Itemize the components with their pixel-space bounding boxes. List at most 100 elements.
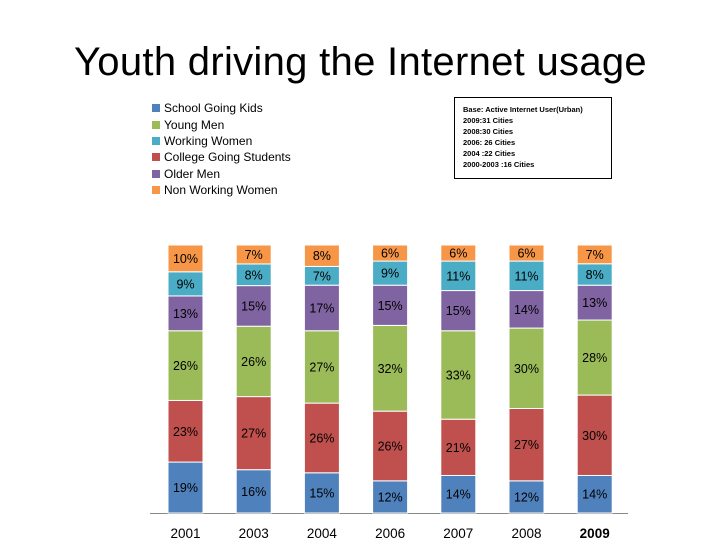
data-label: 6% xyxy=(449,247,467,261)
data-label: 21% xyxy=(446,441,471,455)
x-tick-label: 2009 xyxy=(580,526,610,541)
data-label: 12% xyxy=(514,490,539,504)
base-note-line: 2008:30 Cities xyxy=(463,127,514,136)
bar-segment xyxy=(372,244,409,262)
bar-segment xyxy=(167,399,204,463)
legend-item: Young Men xyxy=(152,116,291,132)
bar-segment xyxy=(508,327,545,409)
bar-segment xyxy=(440,474,477,514)
data-label: 26% xyxy=(173,359,198,373)
data-label: 27% xyxy=(241,427,266,441)
legend-item: College Going Students xyxy=(152,149,291,165)
legend-swatch xyxy=(152,104,160,113)
legend-item: School Going Kids xyxy=(152,100,291,116)
bar-segment xyxy=(440,418,477,476)
legend-swatch xyxy=(152,153,160,162)
legend-item: Non Working Women xyxy=(152,182,291,198)
bar-segment xyxy=(576,284,613,321)
data-label: 13% xyxy=(173,307,198,321)
legend-label: College Going Students xyxy=(164,150,291,165)
base-note-line: Base: Active Internet User(Urban) xyxy=(463,105,583,114)
x-tick-label: 2004 xyxy=(307,526,338,541)
data-label: 14% xyxy=(514,303,539,317)
data-label: 23% xyxy=(173,425,198,439)
legend-item: Older Men xyxy=(152,166,291,182)
data-label: 8% xyxy=(586,268,604,282)
data-label: 12% xyxy=(378,490,403,504)
data-label: 16% xyxy=(241,485,266,499)
data-label: 14% xyxy=(582,488,607,502)
data-label: 17% xyxy=(309,301,334,315)
base-note-line: 2004 :22 Cities xyxy=(463,149,516,158)
legend-swatch xyxy=(152,186,160,195)
bar-segment xyxy=(235,469,272,514)
data-label: 15% xyxy=(378,299,403,313)
bar-segment xyxy=(303,284,340,332)
data-label: 32% xyxy=(378,362,403,376)
data-label: 26% xyxy=(378,440,403,454)
data-label: 11% xyxy=(446,269,470,283)
bar-segment xyxy=(167,244,204,273)
slide-title: Youth driving the Internet usage xyxy=(74,40,647,84)
x-tick-label: 2007 xyxy=(443,526,473,541)
data-label: 10% xyxy=(173,252,198,266)
bar-segment xyxy=(167,330,204,401)
data-label: 30% xyxy=(514,362,539,376)
data-label: 15% xyxy=(446,304,471,318)
legend-swatch xyxy=(152,136,160,145)
data-label: 15% xyxy=(241,299,266,313)
data-label: 8% xyxy=(245,268,263,282)
bar-segment xyxy=(167,295,204,332)
data-label: 6% xyxy=(517,247,535,261)
legend-label: School Going Kids xyxy=(164,101,263,116)
base-note-line: 2006: 26 Cities xyxy=(463,138,516,147)
x-tick-label: 2003 xyxy=(239,526,269,541)
legend-label: Young Men xyxy=(164,117,225,132)
x-tick-label: 2001 xyxy=(170,526,200,541)
legend-swatch xyxy=(152,169,160,178)
bar-segment xyxy=(235,285,272,327)
data-label: 9% xyxy=(381,267,399,281)
bar-segment xyxy=(303,330,340,404)
data-label: 7% xyxy=(313,269,331,283)
data-label: 33% xyxy=(446,368,471,382)
bar-segment xyxy=(372,260,409,286)
bar-segment xyxy=(303,244,340,267)
legend-label: Working Women xyxy=(164,133,253,148)
bar-segment xyxy=(235,244,272,265)
bar-segment xyxy=(235,325,272,398)
base-note-line: 2000-2003 :16 Cities xyxy=(463,160,535,169)
data-label: 14% xyxy=(446,488,471,502)
data-label: 7% xyxy=(245,248,263,262)
data-label: 7% xyxy=(586,248,604,262)
legend-label: Older Men xyxy=(164,166,221,181)
data-label: 27% xyxy=(309,360,334,374)
legend-item: Working Women xyxy=(152,133,291,149)
legend-swatch xyxy=(152,120,160,129)
data-label: 9% xyxy=(176,277,194,291)
base-note-box: Base: Active Internet User(Urban) 2009:3… xyxy=(454,97,612,179)
data-label: 19% xyxy=(173,481,198,495)
legend-label: Non Working Women xyxy=(164,183,278,198)
bar-segment xyxy=(235,396,272,471)
data-label: 6% xyxy=(381,247,399,261)
bar-segment xyxy=(576,474,613,514)
data-label: 30% xyxy=(582,429,607,443)
x-tick-label: 2008 xyxy=(511,526,541,541)
data-label: 26% xyxy=(241,355,266,369)
bar-segment xyxy=(508,244,545,262)
data-label: 11% xyxy=(514,269,538,283)
x-tick-label: 2006 xyxy=(375,526,405,541)
bar-segment xyxy=(576,319,613,396)
bar-segment xyxy=(440,244,477,262)
data-label: 8% xyxy=(313,249,331,263)
data-label: 28% xyxy=(582,351,607,365)
bar-segment xyxy=(167,271,204,297)
bar-segment xyxy=(372,410,409,482)
data-label: 13% xyxy=(582,296,607,310)
bar-segment xyxy=(576,244,613,265)
data-label: 15% xyxy=(309,486,334,500)
base-note-line: 2009:31 Cities xyxy=(463,116,514,125)
data-label: 26% xyxy=(309,431,334,445)
